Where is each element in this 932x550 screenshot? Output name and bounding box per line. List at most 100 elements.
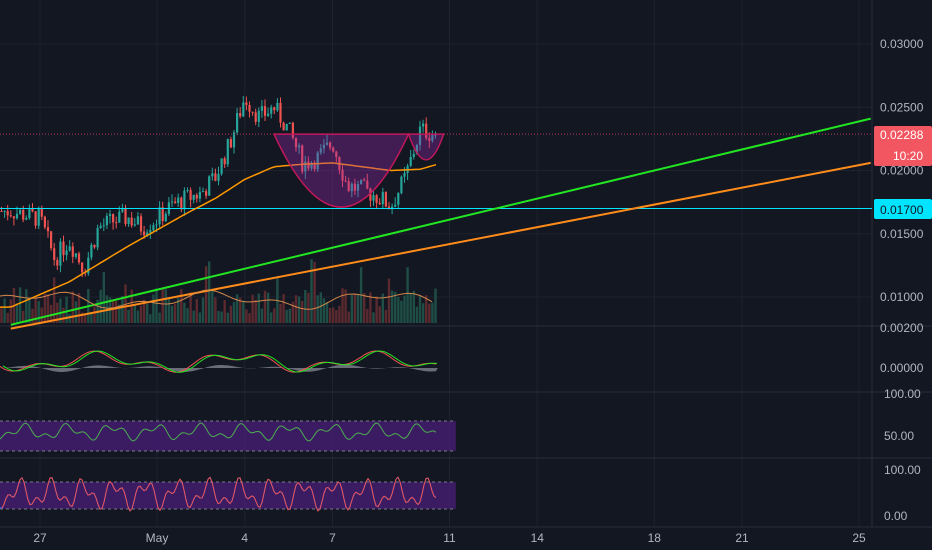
volume-bar xyxy=(381,293,384,323)
candle-body xyxy=(288,122,291,124)
candle-body xyxy=(245,102,248,105)
price-tick-label: 0.01500 xyxy=(880,227,924,241)
volume-bar xyxy=(164,289,167,323)
candle-body xyxy=(170,201,174,203)
candle-body xyxy=(62,241,65,256)
pane-tick-label: 50.00 xyxy=(884,429,914,443)
volume-bar xyxy=(369,292,372,323)
candle-body xyxy=(43,216,46,228)
handle-pattern xyxy=(407,133,445,161)
candle-body xyxy=(3,210,6,212)
price-axis[interactable]: 0.03000 0.02500 0.02000 0.01500 0.01000 0.002… xyxy=(880,37,924,523)
volume-bar xyxy=(332,307,335,323)
candle-body xyxy=(353,183,356,191)
volume-bar xyxy=(118,304,121,323)
candle-body xyxy=(34,211,37,226)
volume-bar xyxy=(192,310,195,323)
candle-body xyxy=(431,135,434,141)
volume-bar xyxy=(65,296,68,323)
oscillator-pane-2[interactable] xyxy=(0,420,456,452)
candle-body xyxy=(28,208,31,219)
candle-body xyxy=(301,145,304,172)
volume-bar xyxy=(366,309,369,323)
candle-body xyxy=(310,162,313,169)
candle-body xyxy=(31,208,34,212)
candle-body xyxy=(15,213,19,219)
volume-bar xyxy=(226,312,229,323)
candle-body xyxy=(378,202,381,205)
candle-body xyxy=(332,147,335,152)
candle-body xyxy=(236,113,239,133)
macd-histogram xyxy=(0,364,438,372)
candle-body xyxy=(46,227,50,232)
candle-body xyxy=(428,138,431,141)
volume-bar xyxy=(307,292,310,323)
countdown-label: 10:20 xyxy=(893,149,923,163)
candle-body xyxy=(96,227,99,248)
volume-bar xyxy=(121,296,124,323)
volume-bar xyxy=(152,294,155,323)
pane-tick-label: 0.00200 xyxy=(880,321,924,335)
candle-body xyxy=(391,206,394,210)
volume-bar xyxy=(186,308,189,323)
volume-bar xyxy=(353,293,357,323)
volume-bar xyxy=(208,261,211,323)
time-tick-label: 21 xyxy=(735,531,749,545)
volume-bar xyxy=(403,295,406,323)
oscillator-pane-1[interactable] xyxy=(0,350,438,373)
candle-body xyxy=(270,107,273,114)
volume-bar xyxy=(394,291,397,323)
candle-body xyxy=(19,209,22,214)
candle-body xyxy=(412,153,415,158)
candle-body xyxy=(87,257,90,274)
candle-body xyxy=(65,250,68,256)
volume-bar xyxy=(260,308,264,323)
volume-bar xyxy=(34,295,37,323)
candle-body xyxy=(93,244,96,248)
candle-body xyxy=(139,216,143,232)
price-pane[interactable] xyxy=(0,95,872,330)
volume-bar xyxy=(40,307,43,323)
pane-tick-label: 0.00000 xyxy=(880,361,924,375)
candle-body xyxy=(198,191,201,199)
volume-bar xyxy=(288,308,291,323)
volume-bar xyxy=(412,290,415,323)
volume-bar xyxy=(415,306,419,323)
volume-bar xyxy=(43,293,47,323)
volume-bar xyxy=(266,292,270,323)
candle-body xyxy=(161,207,164,222)
candle-body xyxy=(146,232,149,236)
volume-bar xyxy=(198,312,202,323)
volume-bar xyxy=(223,300,226,323)
candle-body xyxy=(409,157,412,166)
volume-bar xyxy=(242,301,245,323)
volume-bar xyxy=(257,293,260,323)
candle-body xyxy=(294,137,298,148)
volume-bar xyxy=(189,292,192,323)
volume-bar xyxy=(425,295,428,323)
candle-body xyxy=(263,106,267,116)
volume-bar xyxy=(136,310,140,323)
candle-body xyxy=(316,152,319,170)
candle-body xyxy=(217,173,220,181)
volume-bar xyxy=(313,261,316,323)
candle-body xyxy=(387,206,391,210)
volume-bar xyxy=(155,288,158,323)
volume-bar xyxy=(6,312,9,323)
price-tick-label: 0.03000 xyxy=(880,37,924,51)
time-axis[interactable]: 27 May 4 7 11 14 18 21 25 xyxy=(33,531,866,545)
oscillator-pane-3[interactable] xyxy=(0,476,456,512)
volume-bar xyxy=(46,294,50,323)
candle-body xyxy=(242,102,245,117)
current-price-label: 0.02288 xyxy=(880,128,924,142)
time-tick-label: 7 xyxy=(329,531,336,545)
candle-body xyxy=(329,142,332,148)
macd-line xyxy=(2,350,438,373)
volume-bar xyxy=(3,298,6,323)
volume-bar xyxy=(316,295,319,323)
candle-body xyxy=(223,158,226,165)
volume-bar xyxy=(0,308,3,323)
volume-bar xyxy=(406,267,409,323)
